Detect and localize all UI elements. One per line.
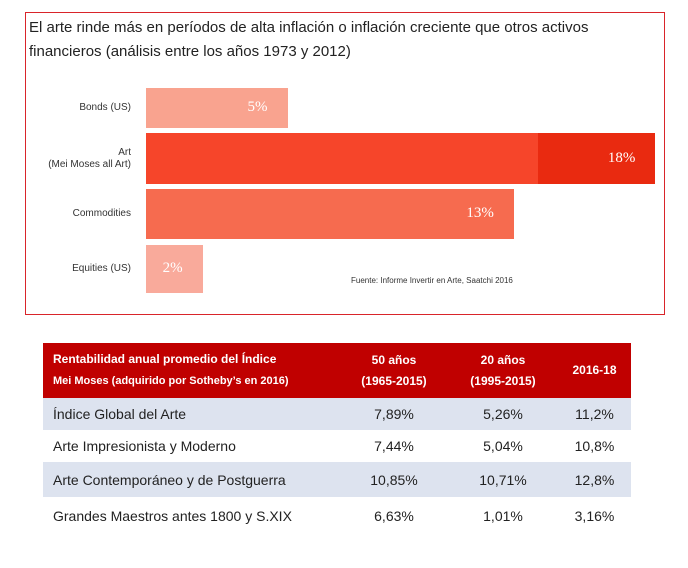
header-text: (1995-2015) bbox=[470, 373, 536, 388]
bar bbox=[146, 133, 656, 184]
header-row: Rentabilidad anual promedio del Índice Me… bbox=[43, 343, 631, 398]
header-text: 50 años bbox=[371, 352, 417, 367]
table-body: Índice Global del Arte 7,89% 5,26% 11,2% Art… bbox=[43, 398, 631, 534]
table-cell: 5,26% bbox=[448, 398, 558, 430]
source-note: Fuente: Informe Invertir en Arte, Saatch… bbox=[351, 276, 513, 285]
table-cell: 11,2% bbox=[558, 398, 631, 430]
table-cell: 7,44% bbox=[374, 438, 414, 454]
table-cell: Arte Contemporáneo y de Postguerra bbox=[43, 462, 340, 497]
value-label: 13% bbox=[466, 205, 494, 221]
header-text: (1965-2015) bbox=[361, 373, 427, 388]
table-cell: Grandes Maestros antes 1800 y S.XIX bbox=[53, 507, 292, 524]
header-text: Rentabilidad anual promedio del Índice bbox=[53, 352, 277, 366]
returns-table: Rentabilidad anual promedio del Índice Me… bbox=[43, 343, 631, 534]
table-cell: 5,04% bbox=[483, 438, 523, 454]
table-cell: 10,71% bbox=[448, 462, 558, 497]
table-cell: 6,63% bbox=[374, 507, 414, 524]
table-row: Arte Contemporáneo y de Postguerra 10,85%… bbox=[43, 462, 631, 497]
table-cell: 7,89% bbox=[340, 398, 448, 430]
header-cell: 20 años (1995-2015) bbox=[448, 343, 558, 398]
bar bbox=[146, 189, 514, 239]
value-label: 5% bbox=[247, 99, 268, 115]
table-row: Índice Global del Arte 7,89% 5,26% 11,2% bbox=[43, 398, 631, 430]
table-cell: 3,16% bbox=[574, 507, 615, 524]
value-label: 2% bbox=[162, 260, 183, 276]
header-cell: 2016-18 bbox=[558, 343, 631, 398]
table-cell: 12,8% bbox=[558, 462, 631, 497]
category-label: Equities (US) bbox=[72, 263, 131, 274]
category-label: Art (Mei Moses all Art) bbox=[48, 146, 131, 170]
category-label: Commodities bbox=[72, 208, 131, 219]
table-cell: 10,8% bbox=[574, 438, 615, 454]
bar bbox=[146, 88, 288, 128]
table-row: Grandes Maestros antes 1800 y S.XIX 6,63%… bbox=[43, 497, 631, 534]
table-cell: 10,85% bbox=[340, 462, 448, 497]
category-label: Bonds (US) bbox=[79, 102, 131, 113]
table-cell: Índice Global del Arte bbox=[43, 398, 340, 430]
header-cell: Rentabilidad anual promedio del Índice Me… bbox=[43, 343, 340, 398]
value-label: 18% bbox=[607, 149, 636, 166]
chart: El arte rinde más en períodos de alta in… bbox=[25, 12, 665, 315]
header-text: Mei Moses (adquirido por Sotheby’s en 20… bbox=[53, 375, 289, 387]
table-row: Arte Impresionista y Moderno 7,44% 5,04% 10… bbox=[43, 430, 631, 462]
bar bbox=[146, 245, 203, 293]
table-cell: 1,01% bbox=[483, 507, 523, 524]
header-text: 2016-18 bbox=[572, 363, 617, 377]
header-text: 20 años bbox=[480, 352, 526, 367]
table-cell: Arte Impresionista y Moderno bbox=[53, 438, 236, 454]
header-cell: 50 años (1965-2015) bbox=[340, 343, 448, 398]
chart-title: El arte rinde más en períodos de alta in… bbox=[29, 19, 589, 60]
